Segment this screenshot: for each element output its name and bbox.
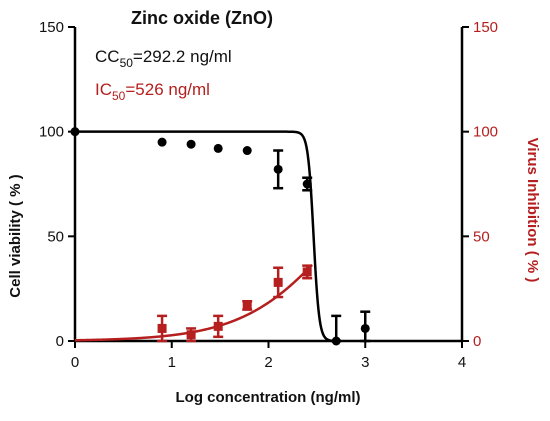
x-tick-label: 0 <box>71 354 79 371</box>
y-left-tick-label: 100 <box>39 124 64 141</box>
viability-fit-curve <box>75 130 342 343</box>
y-left-tick-label: 150 <box>39 19 64 36</box>
viability-point-1 <box>157 137 167 147</box>
x-tick-label: 3 <box>361 354 369 371</box>
y-axis-left-title: Cell viability ( % ) <box>7 174 24 297</box>
annotations: CC50=292.2 ng/ml IC50=526 ng/ml <box>95 47 232 103</box>
fit-curves <box>74 130 342 343</box>
viability-point-7 <box>331 336 341 346</box>
y-left-tick-label: 0 <box>56 333 64 350</box>
y-right-tick-label: 100 <box>473 124 498 141</box>
viability-point-2 <box>186 139 196 149</box>
inhibition-point-0 <box>157 323 167 333</box>
inhibition-point-1 <box>186 330 196 340</box>
chart-title: Zinc oxide (ZnO) <box>131 8 273 28</box>
inhibition-point-4 <box>273 277 283 287</box>
x-axis-title: Log concentration (ng/ml) <box>176 389 361 406</box>
y-left-tick-label: 50 <box>47 228 64 245</box>
y-right-tick-label: 0 <box>473 333 481 350</box>
y-axis-right-title: Virus Inhibition ( % ) <box>524 138 541 283</box>
data-marks <box>70 127 371 346</box>
annotation-0: CC50=292.2 ng/ml <box>95 47 232 70</box>
viability-point-5 <box>273 164 283 174</box>
viability-point-0 <box>70 127 80 137</box>
viability-point-4 <box>242 146 252 156</box>
x-tick-label: 1 <box>168 354 176 371</box>
viability-point-3 <box>213 143 223 153</box>
annotation-1: IC50=526 ng/ml <box>95 80 210 103</box>
y-right-tick-label: 150 <box>473 19 498 36</box>
x-tick-label: 4 <box>458 354 466 371</box>
viability-point-6 <box>302 179 312 189</box>
viability-point-8 <box>360 323 370 333</box>
x-tick-label: 2 <box>264 354 272 371</box>
inhibition-point-2 <box>213 321 223 331</box>
inhibition-point-3 <box>242 300 252 310</box>
y-right-tick-label: 50 <box>473 228 490 245</box>
inhibition-point-5 <box>302 267 312 277</box>
